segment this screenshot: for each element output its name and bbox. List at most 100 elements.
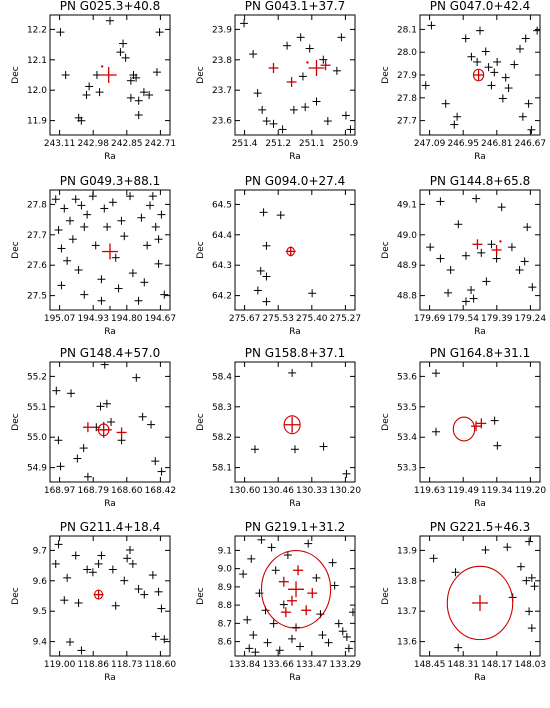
x-tick-label: 251.1	[299, 139, 325, 149]
error-circle	[446, 565, 514, 641]
pn-position-marker	[95, 421, 112, 438]
field-star-marker	[97, 275, 106, 284]
field-star-marker	[119, 39, 128, 48]
y-tick-label: 13.7	[397, 607, 417, 617]
x-tick-label: 168.97	[44, 486, 76, 496]
pn-position-marker	[471, 421, 481, 432]
y-tick-label: 12.1	[27, 56, 47, 66]
field-star-marker	[328, 558, 337, 567]
field-star-marker	[527, 573, 536, 582]
field-star-marker	[504, 84, 513, 93]
y-tick-label: 54.9	[27, 464, 47, 474]
error-circle	[452, 416, 476, 442]
field-star-marker	[521, 34, 530, 43]
y-tick-label: 13.9	[397, 546, 417, 556]
field-star-marker	[269, 619, 278, 628]
y-tick-label: 27.8	[27, 200, 47, 210]
field-star-marker	[63, 256, 72, 265]
field-star-marker	[85, 82, 94, 91]
x-tick-label: 194.80	[111, 314, 143, 324]
y-tick-label: 12.0	[27, 86, 47, 96]
y-tick-label: 9.7	[33, 546, 47, 556]
field-star-marker	[251, 648, 260, 656]
x-tick-label: 148.45	[414, 660, 446, 670]
field-star-marker	[498, 94, 507, 103]
x-axis-label: Ra	[104, 152, 116, 162]
field-star-marker	[487, 240, 496, 249]
field-star-marker	[68, 235, 77, 244]
pn-position-marker	[82, 422, 93, 433]
marks	[251, 368, 351, 478]
x-tick-label: 246.81	[481, 139, 513, 149]
field-star-marker	[441, 99, 450, 108]
x-axis-label: Ra	[474, 327, 486, 337]
pn-position-marker	[288, 581, 305, 598]
plot-frame	[234, 189, 356, 311]
pn-position-marker	[286, 76, 297, 87]
x-tick-label: 119.00	[44, 660, 76, 670]
x-tick-label: 243.11	[44, 139, 76, 149]
y-tick-label: 48.8	[397, 292, 417, 302]
field-star-marker	[427, 21, 436, 30]
panel-10: PN G211.4+18.4 119.00 118.86 118.73 118.60 9.…	[11, 520, 176, 683]
panel-5: PN G094.0+27.4 275.67 275.53 275.40 275.27 64…	[196, 174, 361, 337]
field-star-marker	[56, 462, 65, 471]
field-star-marker	[298, 72, 307, 81]
field-star-marker	[83, 210, 92, 219]
field-star-marker	[318, 631, 327, 640]
field-star-marker	[324, 638, 333, 647]
field-star-marker	[108, 198, 117, 207]
field-star-marker	[533, 26, 540, 35]
y-tick-label: 27.7	[27, 231, 47, 241]
field-star-marker	[239, 570, 248, 579]
panel-title: PN G158.8+37.1	[245, 346, 345, 360]
field-star-marker	[344, 644, 353, 653]
pn-position-marker	[301, 605, 312, 616]
field-star-marker	[83, 472, 92, 481]
y-tick-label: 49.1	[397, 200, 417, 210]
field-star-marker	[528, 283, 537, 292]
field-star-marker	[80, 222, 89, 231]
y-tick-label: 58.4	[212, 372, 232, 382]
y-axis-label: Dec	[381, 587, 391, 604]
panel-3: PN G047.0+42.4 247.09 246.95 246.81 246.67 27…	[381, 0, 546, 162]
field-star-marker	[111, 253, 120, 262]
field-star-marker	[461, 34, 470, 43]
field-star-marker	[472, 194, 481, 203]
plot-frame	[234, 14, 356, 136]
field-star-marker	[57, 244, 66, 253]
field-star-marker	[134, 96, 143, 105]
y-tick-label: 58.3	[212, 403, 232, 413]
y-tick-label: 9.1	[218, 546, 232, 556]
x-axis-label: Ra	[474, 499, 486, 509]
field-star-marker	[453, 112, 462, 121]
panel-1: PN G025.3+40.8 243.11 242.98 242.85 242.71 11…	[11, 0, 176, 162]
pn-position-marker	[284, 416, 301, 433]
y-tick-label: 8.6	[218, 638, 233, 648]
field-star-marker	[71, 551, 80, 560]
field-star-marker	[319, 55, 328, 64]
field-star-marker	[154, 235, 163, 244]
pn-dot-marker	[499, 240, 502, 243]
field-star-marker	[121, 53, 130, 62]
field-star-marker	[73, 454, 82, 463]
y-tick-label: 23.6	[212, 117, 232, 127]
field-star-marker	[140, 590, 149, 599]
field-star-marker	[137, 213, 146, 222]
field-star-marker	[507, 243, 516, 252]
field-star-marker	[157, 604, 166, 613]
pn-position-marker	[93, 589, 104, 600]
y-tick-label: 8.7	[218, 619, 232, 629]
field-star-marker	[283, 551, 292, 560]
field-star-marker	[155, 28, 164, 37]
field-star-marker	[117, 436, 126, 445]
x-tick-label: 133.47	[296, 660, 328, 670]
field-star-marker	[54, 436, 63, 445]
field-star-marker	[275, 646, 284, 655]
x-tick-label: 148.31	[447, 660, 479, 670]
field-star-marker	[108, 565, 117, 574]
field-star-marker	[157, 210, 166, 219]
x-tick-label: 133.29	[330, 660, 362, 670]
x-tick-label: 119.20	[515, 486, 547, 496]
